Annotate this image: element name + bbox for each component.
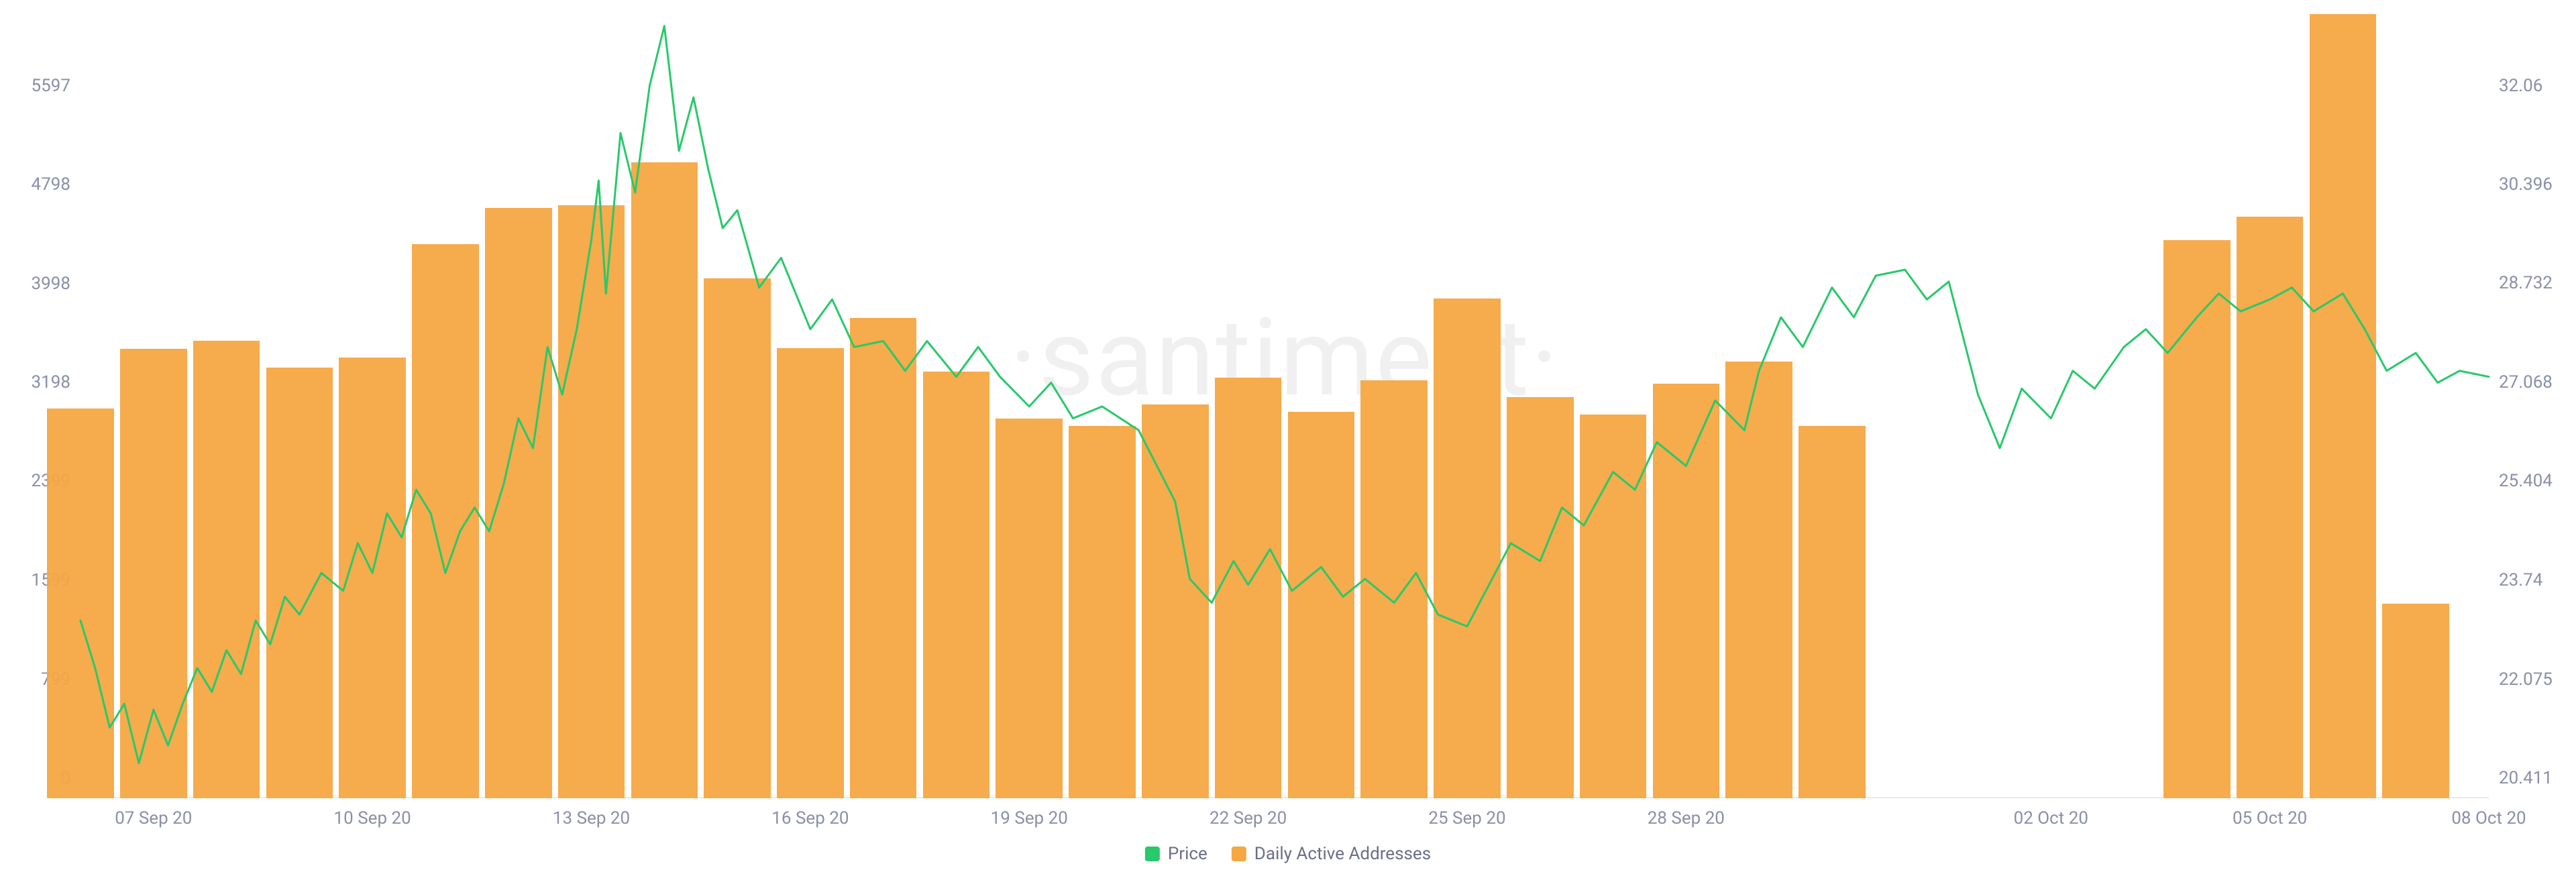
price-line	[80, 7, 2489, 798]
x-tick: 10 Sep 20	[334, 808, 411, 828]
legend: Price Daily Active Addresses	[1145, 844, 1431, 864]
y-left-tick: 3998	[32, 274, 70, 294]
y-right-tick: 27.068	[2499, 372, 2553, 392]
x-tick: 13 Sep 20	[553, 808, 630, 828]
x-tick: 22 Sep 20	[1210, 808, 1287, 828]
y-left-tick: 3198	[32, 372, 70, 392]
y-right-tick: 20.411	[2499, 768, 2553, 788]
legend-item-price: Price	[1145, 844, 1208, 864]
x-tick: 08 Oct 20	[2451, 808, 2526, 828]
legend-label-daa: Daily Active Addresses	[1254, 844, 1431, 864]
y-right-tick: 23.74	[2499, 570, 2542, 590]
legend-item-daa: Daily Active Addresses	[1232, 844, 1431, 864]
x-tick: 16 Sep 20	[771, 808, 849, 828]
x-tick: 02 Oct 20	[2014, 808, 2088, 828]
x-tick: 05 Oct 20	[2233, 808, 2307, 828]
y-left-tick: 4798	[32, 174, 70, 195]
y-right-tick: 32.06	[2499, 76, 2542, 96]
legend-label-price: Price	[1168, 844, 1208, 864]
x-tick: 28 Sep 20	[1648, 808, 1725, 828]
x-tick: 19 Sep 20	[991, 808, 1068, 828]
chart-plot-area: ·santiment·	[80, 7, 2489, 798]
y-axis-right: 20.411 22.075 23.74 25.404 27.068 28.732 30.39…	[2492, 7, 2576, 798]
x-tick: 25 Sep 20	[1428, 808, 1505, 828]
y-right-tick: 30.396	[2499, 174, 2553, 195]
legend-swatch-daa	[1232, 847, 1246, 861]
legend-swatch-price	[1145, 847, 1160, 861]
y-right-tick: 22.075	[2499, 669, 2553, 690]
x-axis: 07 Sep 20 10 Sep 20 13 Sep 20 16 Sep 20 19 S…	[80, 805, 2489, 832]
y-right-tick: 28.732	[2499, 273, 2553, 293]
y-left-tick: 5597	[32, 76, 70, 96]
y-right-tick: 25.404	[2499, 471, 2553, 491]
x-tick: 07 Sep 20	[115, 808, 192, 828]
